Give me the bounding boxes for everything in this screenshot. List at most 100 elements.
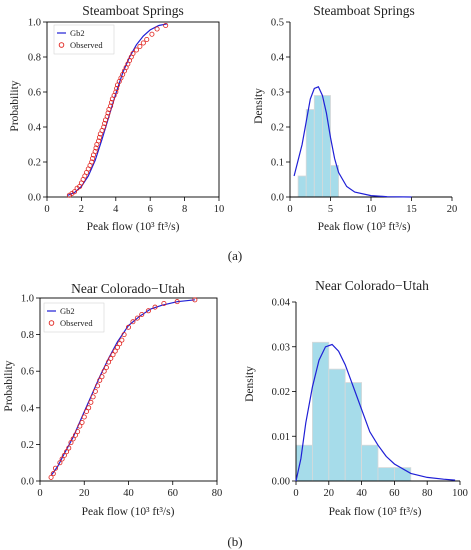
- y-tick-label: 0.4: [271, 53, 285, 64]
- histogram-bar: [311, 341, 330, 482]
- observed-point: [114, 344, 120, 350]
- y-tick-label: 0.6: [28, 88, 41, 99]
- x-tick-label: 10: [214, 204, 225, 215]
- observed-point: [72, 189, 78, 195]
- observed-point: [97, 377, 103, 383]
- legend-box: [53, 24, 115, 55]
- observed-point: [192, 297, 198, 303]
- histogram-bar: [344, 382, 363, 482]
- observed-point: [139, 311, 145, 317]
- observed-point: [90, 394, 96, 400]
- observed-point: [117, 341, 123, 347]
- cdf-panel-steamboat: Steamboat Springs 0 2 4 6 8 10 0.0 0.2 0.4 0.6 0.8…: [9, 3, 224, 233]
- observed-point: [163, 22, 169, 28]
- legend-entry: Gb2: [60, 306, 75, 316]
- y-tick-label: 0.03: [272, 342, 290, 353]
- x-axis-label: Peak flow (10³ ft³/s): [318, 221, 411, 233]
- observed-point: [77, 423, 83, 429]
- observed-point: [99, 374, 105, 380]
- y-axis-label: Probability: [9, 80, 21, 131]
- y-tick-label: 0.2: [28, 158, 41, 169]
- y-tick-label: 0.6: [21, 367, 34, 378]
- observed-point: [59, 456, 65, 462]
- legend: Gb2 Observed: [53, 24, 115, 55]
- y-tick-label: 0.02: [272, 387, 290, 398]
- x-tick-label: 20: [324, 488, 335, 499]
- observed-point: [64, 449, 70, 455]
- observed-point: [114, 86, 120, 92]
- x-tick-label: 0: [37, 488, 42, 499]
- x-tick-label: 8: [182, 204, 187, 215]
- y-tick-label: 0.4: [21, 403, 35, 414]
- x-tick-label: 40: [356, 488, 367, 499]
- y-tick-label: 0.04: [272, 298, 291, 309]
- observed-point: [109, 100, 115, 106]
- y-tick-label: 0.01: [272, 432, 290, 443]
- observed-point: [92, 148, 98, 154]
- observed-point: [96, 134, 102, 140]
- legend: Gb2 Observed: [43, 302, 105, 333]
- histogram-bar: [305, 109, 315, 198]
- x-tick-label: 80: [422, 488, 433, 499]
- observed-point: [52, 465, 58, 471]
- observed-point: [93, 145, 99, 151]
- chart-title: Near Colorado−Utah: [315, 278, 429, 293]
- observed-point: [149, 31, 155, 37]
- histogram-bar: [313, 95, 323, 198]
- y-tick-label: 0.4: [28, 123, 42, 134]
- histogram-bar: [377, 467, 395, 482]
- observed-point: [134, 315, 140, 321]
- observed-point: [161, 300, 167, 306]
- panel-label-b: (b): [227, 534, 242, 549]
- x-tick-label: 6: [148, 204, 153, 215]
- y-tick-label: 0.3: [271, 88, 284, 99]
- y-axis-label: Probability: [3, 360, 15, 411]
- y-tick-label: 0.00: [272, 477, 290, 488]
- observed-point: [106, 359, 112, 365]
- observed-point: [130, 51, 136, 57]
- observed-point: [133, 47, 139, 53]
- y-tick-label: 0.5: [271, 18, 284, 29]
- plot-area: 0 20 40 60 80 100 0.00 0.01 0.02 0.03 0.04: [272, 298, 468, 500]
- observed-point: [72, 432, 78, 438]
- observed-point: [102, 121, 108, 127]
- observed-point: [145, 308, 151, 314]
- x-tick-label: 0: [293, 488, 298, 499]
- y-tick-label: 1.0: [21, 294, 34, 305]
- observed-point: [96, 138, 102, 144]
- legend-entry: Observed: [60, 318, 93, 328]
- observed-point: [119, 337, 125, 343]
- y-tick-label: 0.1: [271, 158, 284, 169]
- observed-point: [95, 383, 101, 389]
- y-tick-label: 0.8: [28, 53, 41, 64]
- legend-marker-swatch: [48, 320, 55, 326]
- legend-entry: Observed: [70, 40, 103, 50]
- histogram-bar: [361, 444, 379, 482]
- observed-point: [101, 368, 107, 374]
- observed-point: [152, 304, 158, 310]
- plot-area: 0 20 40 60 80 0.0 0.2 0.4 0.6 0.8 1.0: [21, 294, 222, 500]
- observed-point: [112, 348, 118, 354]
- plot-frame: [46, 21, 220, 198]
- x-tick-label: 60: [389, 488, 400, 499]
- x-tick-label: 80: [212, 488, 223, 499]
- histogram-bar: [297, 175, 307, 198]
- observed-point: [61, 452, 67, 458]
- y-axis-label: Density: [253, 88, 265, 124]
- x-tick-label: 4: [113, 204, 119, 215]
- chart-title: Near Colorado−Utah: [71, 281, 185, 296]
- observed-point: [75, 429, 81, 435]
- y-tick-label: 0.2: [21, 440, 34, 451]
- y-tick-label: 0.2: [271, 123, 284, 134]
- observed-point: [121, 332, 127, 338]
- plot-area: 0 5 10 15 20 0.0 0.1 0.2 0.3 0.4 0.5: [271, 18, 457, 216]
- observed-point: [137, 44, 143, 50]
- y-tick-label: 0.0: [21, 477, 34, 488]
- legend-marker-swatch: [58, 42, 65, 48]
- observed-point: [68, 440, 74, 446]
- observed-point: [144, 37, 150, 43]
- observed-point: [101, 124, 107, 130]
- cdf-panel-colorado-utah: Near Colorado−Utah 0 20 40 60 80 0.0 0.2 0.4 0.6…: [3, 281, 222, 518]
- x-tick-label: 20: [79, 488, 90, 499]
